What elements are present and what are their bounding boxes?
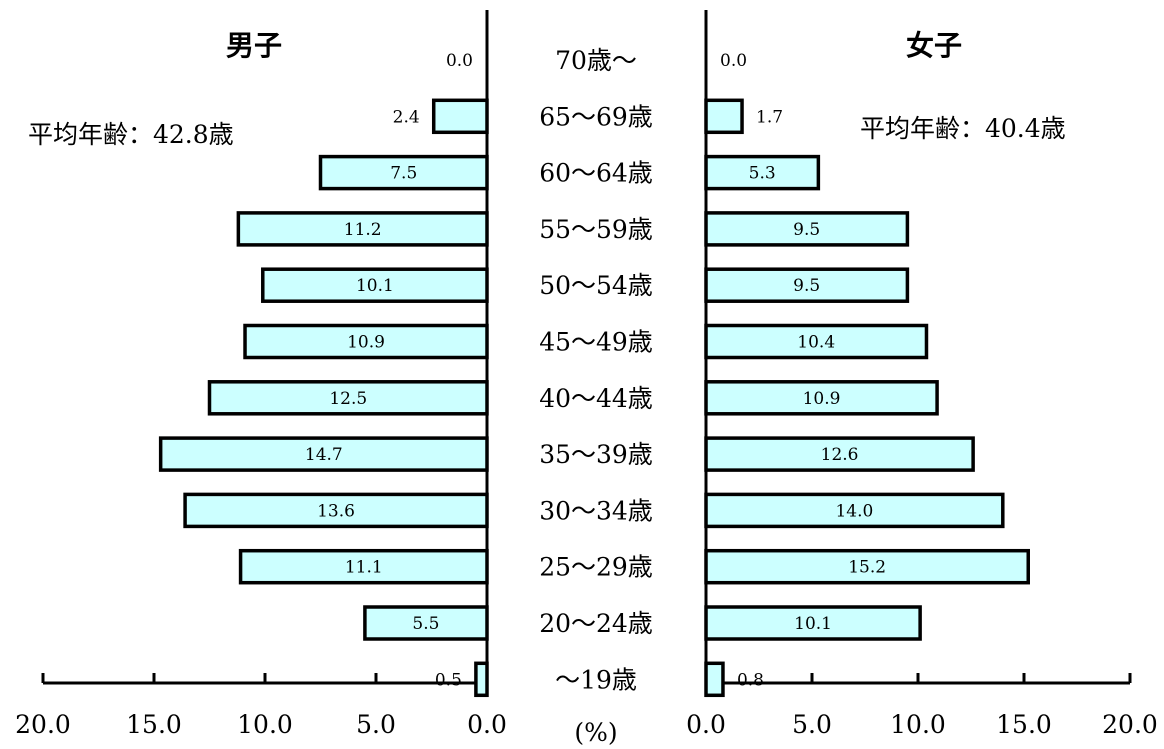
male-series-title: 男子 bbox=[226, 29, 282, 62]
age-category-label: 50～54歳 bbox=[539, 271, 653, 300]
age-category-label: 60～64歳 bbox=[539, 159, 653, 188]
male-bar bbox=[158, 436, 489, 472]
age-category-label: 20～24歳 bbox=[539, 609, 653, 638]
female-value-label: 12.6 bbox=[821, 445, 859, 465]
male-x-tick-label: 0.0 bbox=[467, 710, 507, 739]
age-category-label: 45～49歳 bbox=[539, 328, 653, 357]
bars-layer bbox=[158, 98, 1030, 698]
female-bar bbox=[704, 548, 1030, 585]
age-category-label: 55～59歳 bbox=[539, 215, 653, 244]
age-category-label: 30～34歳 bbox=[539, 496, 653, 525]
female-x-tick-label: 0.0 bbox=[686, 710, 726, 739]
female-value-label: 10.4 bbox=[797, 333, 835, 353]
male-bar bbox=[363, 605, 489, 641]
female-bar bbox=[704, 267, 910, 303]
female-value-label: 14.0 bbox=[835, 501, 873, 521]
age-category-label: 35～39歳 bbox=[539, 440, 653, 469]
male-bar bbox=[207, 380, 489, 416]
female-x-tick-label: 20.0 bbox=[1102, 710, 1158, 739]
male-value-label: 5.5 bbox=[412, 614, 439, 634]
male-value-label: 0.5 bbox=[435, 670, 462, 690]
female-bar bbox=[704, 380, 939, 416]
female-value-label: 0.0 bbox=[720, 51, 747, 71]
female-bar bbox=[704, 436, 975, 472]
age-category-label: ～19歳 bbox=[555, 665, 637, 694]
male-x-tick-label: 10.0 bbox=[237, 710, 293, 739]
male-average-age: 平均年齢：42.8歳 bbox=[28, 120, 234, 149]
male-bar bbox=[236, 211, 489, 247]
male-bar bbox=[183, 492, 489, 529]
male-value-label: 2.4 bbox=[393, 107, 420, 127]
female-series-title: 女子 bbox=[906, 29, 962, 62]
female-bar bbox=[704, 154, 821, 191]
female-value-label: 10.1 bbox=[794, 614, 832, 634]
male-bar bbox=[238, 548, 489, 585]
male-x-tick-label: 5.0 bbox=[356, 710, 396, 739]
female-bar bbox=[704, 323, 929, 360]
male-value-label: 11.2 bbox=[344, 220, 382, 240]
male-bar bbox=[318, 154, 489, 191]
male-value-label: 12.5 bbox=[329, 389, 367, 409]
male-value-label: 13.6 bbox=[317, 501, 355, 521]
female-x-tick-label: 5.0 bbox=[792, 710, 832, 739]
male-bar bbox=[261, 267, 489, 303]
female-value-label: 1.7 bbox=[756, 107, 783, 127]
male-x-tick-label: 20.0 bbox=[15, 710, 71, 739]
female-value-label: 9.5 bbox=[793, 220, 820, 240]
female-x-tick-label: 15.0 bbox=[996, 710, 1052, 739]
male-value-label: 10.9 bbox=[347, 333, 385, 353]
labels-layer: 20.0 15.0 10.0 5.0 0.0 0.0 5.0 10.0 15.0 20.0 (%) 7… bbox=[15, 29, 1158, 747]
male-bar bbox=[431, 98, 489, 135]
male-value-label: 7.5 bbox=[390, 164, 417, 184]
female-value-label: 15.2 bbox=[848, 558, 886, 578]
male-bar bbox=[243, 323, 489, 360]
male-x-tick-label: 15.0 bbox=[126, 710, 182, 739]
age-category-label: 65～69歳 bbox=[539, 102, 653, 131]
female-value-label: 9.5 bbox=[793, 276, 820, 296]
axis-unit-label: (%) bbox=[574, 718, 617, 747]
female-value-label: 10.9 bbox=[803, 389, 841, 409]
male-bar bbox=[474, 661, 489, 698]
age-category-label: 40～44歳 bbox=[539, 384, 653, 413]
female-bar bbox=[704, 98, 744, 135]
female-bar bbox=[704, 211, 910, 247]
male-value-label: 14.7 bbox=[305, 445, 343, 465]
female-x-tick-label: 10.0 bbox=[890, 710, 946, 739]
female-value-label: 0.8 bbox=[737, 670, 764, 690]
female-value-label: 5.3 bbox=[749, 164, 776, 184]
female-average-age: 平均年齢：40.4歳 bbox=[860, 114, 1066, 143]
male-value-label: 10.1 bbox=[356, 276, 394, 296]
female-bar bbox=[704, 492, 1005, 529]
age-category-label: 70歳～ bbox=[555, 46, 637, 75]
male-value-label: 0.0 bbox=[446, 51, 473, 71]
male-value-label: 11.1 bbox=[345, 558, 383, 578]
female-bar bbox=[704, 661, 725, 698]
female-bar bbox=[704, 605, 922, 641]
age-category-label: 25～29歳 bbox=[539, 553, 653, 582]
